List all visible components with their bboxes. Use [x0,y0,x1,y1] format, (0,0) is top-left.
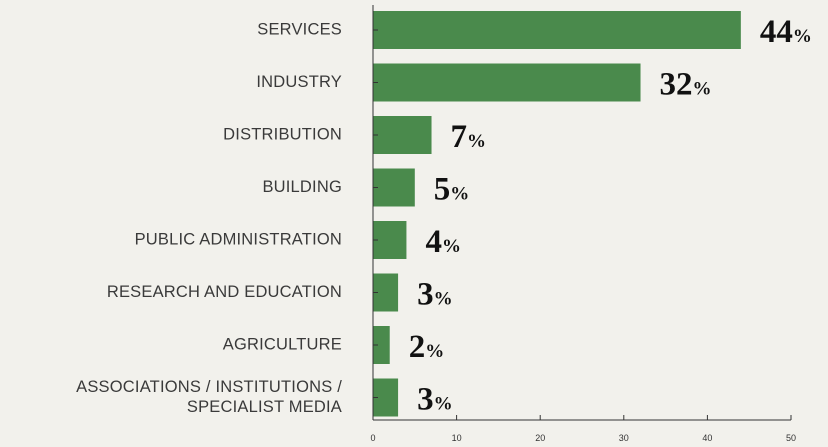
value-number: 2 [409,329,426,365]
value-number: 4 [425,224,442,260]
value-label: 3% [417,277,453,313]
category-label: AGRICULTURE [223,335,342,353]
x-tick-label: 30 [619,433,629,443]
value-percent-sign: % [450,184,469,205]
category-labels-group: SERVICES INDUSTRY DISTRIBUTION BUILDING PUBL… [76,20,342,416]
value-number: 3 [417,277,434,313]
category-label: DISTRIBUTION [223,125,342,143]
x-tick-label: 10 [452,433,462,443]
category-label: RESEARCH AND EDUCATION [107,283,342,301]
bar [373,221,407,259]
value-label: 2% [409,329,445,365]
bar [373,63,641,102]
value-percent-sign: % [425,341,444,362]
value-number: 44 [760,14,793,50]
bar [373,168,415,207]
category-label: SERVICES [257,20,342,38]
x-tick-label: 50 [786,433,796,443]
value-labels-group: 44%32%7%5%4%3%2%3% [409,14,812,418]
x-ticks-group: 0 10 20 30 40 50 [370,415,796,443]
value-percent-sign: % [442,236,461,257]
category-label: ASSOCIATIONS / INSTITUTIONS / [76,378,342,396]
value-percent-sign: % [434,289,453,310]
category-label: SPECIALIST MEDIA [187,398,342,416]
value-label: 32% [660,67,712,103]
bars-group [373,11,741,417]
category-label: INDUSTRY [256,73,342,91]
x-tick-label: 40 [702,433,712,443]
value-number: 5 [434,172,451,208]
x-tick-label: 0 [370,433,375,443]
value-percent-sign: % [467,131,486,152]
bar [373,116,432,154]
value-percent-sign: % [434,394,453,415]
x-tick-label: 20 [535,433,545,443]
value-percent-sign: % [693,79,712,100]
bar [373,11,741,49]
value-number: 7 [451,119,468,155]
value-label: 7% [451,119,487,155]
value-number: 32 [660,67,693,103]
category-label: PUBLIC ADMINISTRATION [135,230,342,248]
value-label: 3% [417,382,453,418]
value-label: 4% [425,224,461,260]
value-percent-sign: % [793,26,812,47]
value-label: 44% [760,14,812,50]
value-label: 5% [434,172,470,208]
value-number: 3 [417,382,434,418]
category-label: BUILDING [262,178,342,196]
bar [373,326,390,364]
